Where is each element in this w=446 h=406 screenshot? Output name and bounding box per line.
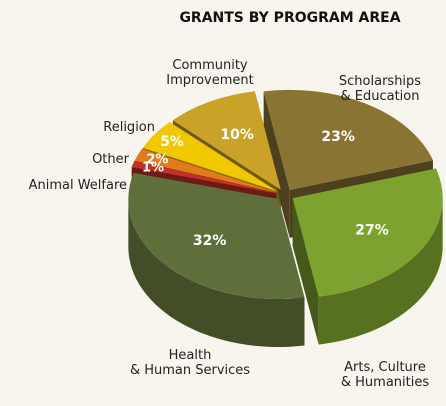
slice	[263, 89, 433, 190]
data-label: 27%	[355, 222, 389, 238]
category-label: Animal Welfare	[28, 178, 127, 193]
category-label: Arts, Culture & Humanities	[340, 360, 430, 390]
category-label: Scholarships & Education	[338, 74, 422, 104]
category-label: Religion	[103, 120, 155, 135]
data-label: 1%	[142, 161, 164, 176]
slice	[134, 148, 277, 193]
chart-title: GRANTS BY PROGRAM AREA	[179, 10, 401, 26]
slice	[131, 161, 277, 194]
data-label: 2%	[146, 152, 168, 167]
slice-wall	[128, 199, 305, 348]
slice	[172, 91, 281, 190]
category-label: Community Improvement	[166, 58, 254, 88]
slice-side	[292, 198, 319, 345]
slice-wall	[318, 198, 443, 345]
data-label: 5%	[160, 134, 184, 150]
category-label: Health & Human Services	[129, 348, 251, 378]
data-label: 10%	[220, 127, 254, 143]
slice	[292, 168, 443, 297]
slice	[128, 172, 305, 300]
category-label: Other	[92, 152, 129, 167]
data-label: 23%	[321, 129, 355, 145]
slice	[142, 122, 278, 192]
data-label: 32%	[193, 233, 227, 249]
slice-side	[263, 91, 290, 238]
